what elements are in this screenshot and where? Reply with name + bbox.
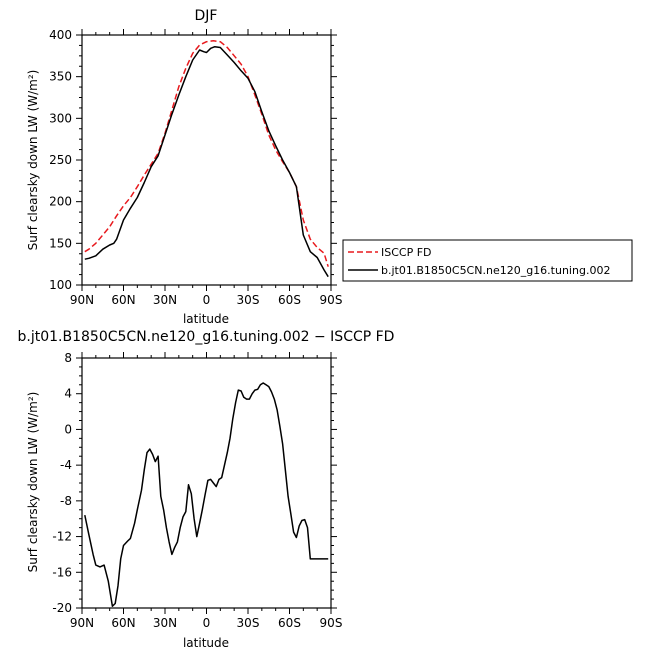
plot-frame-0 <box>81 34 332 286</box>
top-x-axis-label: latitude <box>183 312 229 326</box>
x-tick-label: 90N <box>70 293 94 307</box>
y-tick-label: 0 <box>64 422 72 436</box>
top-y-axis-label: Surf clearsky down LW (W/m²) <box>26 70 40 251</box>
y-tick-label: 8 <box>64 351 72 365</box>
x-tick-label: 30S <box>237 293 260 307</box>
series-line-0-0 <box>84 40 329 267</box>
series-line-0-1 <box>84 45 329 278</box>
y-tick-label: -8 <box>60 494 72 508</box>
y-tick-label: 250 <box>49 153 72 167</box>
y-tick-label: 100 <box>49 278 72 292</box>
bottom-chart-title: b.jt01.B1850C5CN.ne120_g16.tuning.002 − … <box>18 329 395 345</box>
x-tick-label: 30N <box>153 616 177 630</box>
bottom-panel: b.jt01.B1850C5CN.ne120_g16.tuning.002 − … <box>18 329 395 650</box>
top-panel: DJF 100 150 200 250 300 350 400 90N 60N 30N 0 30S 60… <box>26 8 633 326</box>
x-tick-label: 30S <box>237 616 260 630</box>
x-tick-label: 0 <box>203 293 211 307</box>
x-tick-label: 60S <box>278 616 301 630</box>
y-tick-label: -16 <box>52 565 72 579</box>
x-tick-label: 0 <box>203 616 211 630</box>
y-tick-label: -20 <box>52 601 72 615</box>
top-chart-title: DJF <box>195 8 218 24</box>
y-tick-label: 300 <box>49 111 72 125</box>
y-tick-label: 400 <box>49 28 72 42</box>
y-tick-label: -4 <box>60 458 72 472</box>
legend-label-0: ISCCP FD <box>381 246 432 259</box>
bottom-plot-area: -20 -16 -12 -8 -4 0 4 8 90N 60N 30N 0 30S 60S 90S <box>52 351 342 630</box>
x-tick-label: 60N <box>111 616 135 630</box>
bottom-y-axis-label: Surf clearsky down LW (W/m²) <box>26 392 40 573</box>
y-tick-label: 350 <box>49 70 72 84</box>
x-tick-label: 30N <box>153 293 177 307</box>
y-tick-label: 150 <box>49 236 72 250</box>
x-tick-label: 90S <box>320 293 343 307</box>
legend-label-1: b.jt01.B1850C5CN.ne120_g16.tuning.002 <box>381 264 610 277</box>
series-line-1-0 <box>84 382 329 607</box>
x-tick-label: 60N <box>111 293 135 307</box>
x-tick-label: 90N <box>70 616 94 630</box>
y-tick-label: 4 <box>64 387 72 401</box>
bottom-x-axis-label: latitude <box>183 636 229 650</box>
y-tick-label: -12 <box>52 530 72 544</box>
x-tick-label: 60S <box>278 293 301 307</box>
legend-box <box>342 239 633 282</box>
x-tick-label: 90S <box>320 616 343 630</box>
top-plot-area: 100 150 200 250 300 350 400 90N 60N 30N 0 30S 60S 90S <box>49 28 342 307</box>
legend: ISCCP FD b.jt01.B1850C5CN.ne120_g16.tunin… <box>342 239 633 282</box>
y-tick-label: 200 <box>49 195 72 209</box>
